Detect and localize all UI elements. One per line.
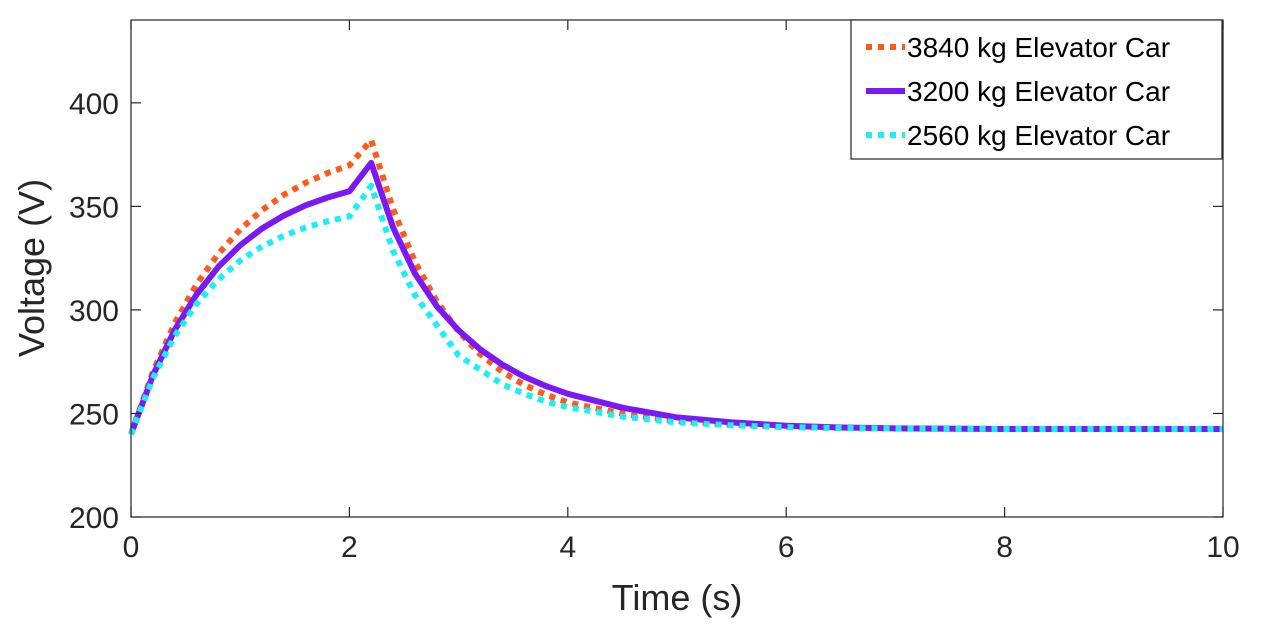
series-line-2: [128, 159, 1223, 436]
x-tick-label-2: 4: [559, 531, 576, 564]
tick-layer: 0 2 4 6 8 10 200 250 300 350 400: [69, 20, 1240, 564]
legend-box: [850, 19, 1223, 160]
x-axis-label: Time (s): [612, 577, 743, 618]
legend-label-2: 3200 kg Elevator Car: [907, 76, 1170, 107]
y-tick-label-0: 200: [69, 502, 119, 535]
legend-label-3: 2560 kg Elevator Car: [907, 120, 1170, 151]
legend-label-1: 3840 kg Elevator Car: [907, 32, 1170, 63]
legend: 3840 kg Elevator Car 3200 kg Elevator Car…: [850, 19, 1223, 160]
x-tick-label-4: 8: [996, 531, 1013, 564]
x-tick-label-0: 0: [123, 531, 140, 564]
series-layer: [128, 137, 1223, 436]
y-axis-label: Voltage (V): [11, 179, 52, 357]
x-tick-label-5: 10: [1206, 531, 1239, 564]
y-tick-label-1: 250: [69, 398, 119, 431]
y-tick-label-2: 300: [69, 295, 119, 328]
x-tick-label-3: 6: [778, 531, 795, 564]
y-tick-label-4: 400: [69, 88, 119, 121]
y-tick-label-3: 350: [69, 191, 119, 224]
axes-box: [130, 19, 1224, 518]
x-tick-label-1: 2: [341, 531, 358, 564]
